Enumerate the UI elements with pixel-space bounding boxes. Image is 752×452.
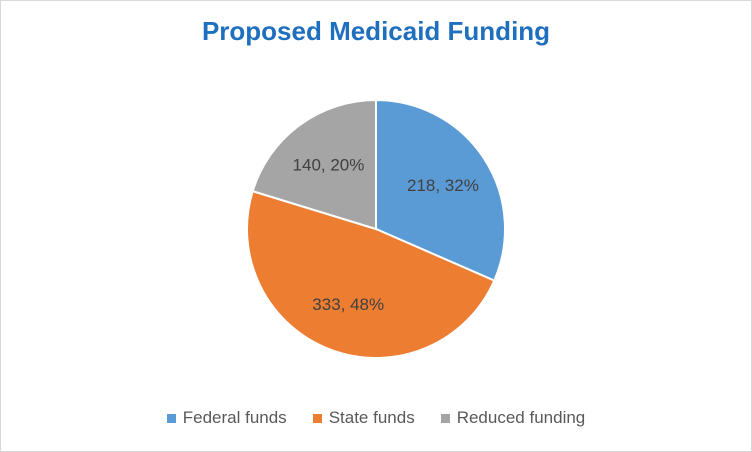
legend-label-federal-funds: Federal funds xyxy=(182,408,287,427)
legend: Federal funds State funds Reduced fundin… xyxy=(0,408,752,428)
legend-swatch-reduced-funding xyxy=(440,413,450,423)
data-label-federal-funds: 218, 32% xyxy=(407,176,479,195)
pie-slice-reduced-funding xyxy=(251,98,377,231)
legend-item-reduced-funding: Reduced funding xyxy=(440,408,586,428)
legend-label-state-funds: State funds xyxy=(328,408,415,427)
data-label-reduced-funding: 140, 20% xyxy=(293,156,365,175)
legend-item-federal-funds: Federal funds xyxy=(166,408,287,428)
legend-swatch-federal-funds xyxy=(166,413,176,423)
legend-label-reduced-funding: Reduced funding xyxy=(456,408,586,427)
chart-title: Proposed Medicaid Funding xyxy=(201,16,551,46)
pie-slice-state-funds xyxy=(246,189,496,359)
legend-item-state-funds: State funds xyxy=(312,408,415,428)
pie-slice-federal-funds xyxy=(375,98,506,282)
data-label-state-funds: 333, 48% xyxy=(312,295,384,314)
legend-swatch-state-funds xyxy=(312,413,322,423)
